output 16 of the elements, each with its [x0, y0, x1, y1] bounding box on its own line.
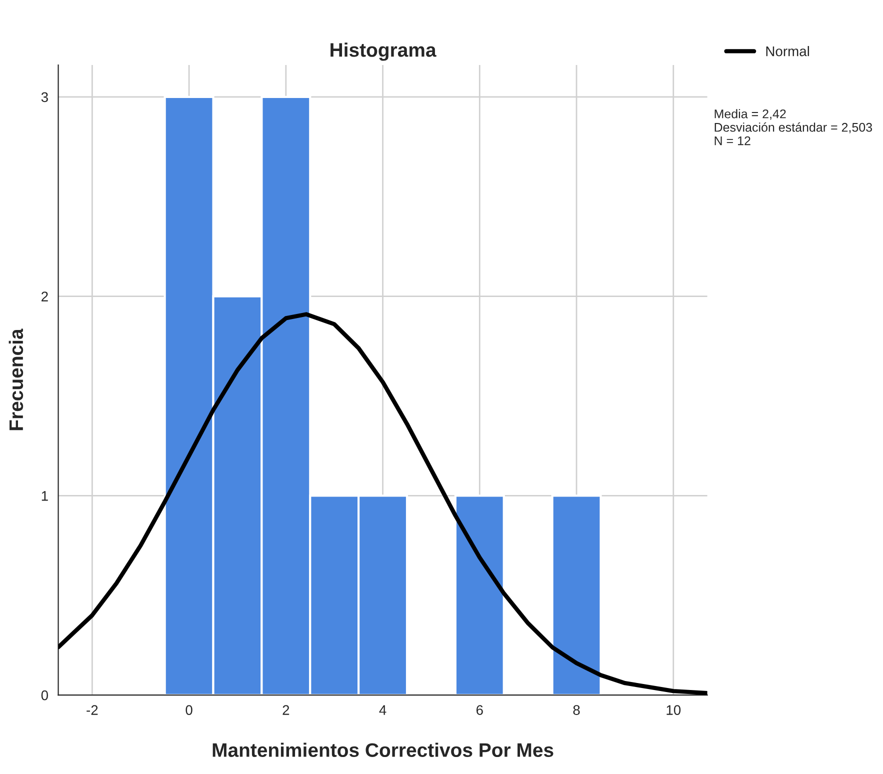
- chart-title: Histograma: [330, 42, 436, 61]
- y-axis-title: Frecuencia: [8, 328, 24, 430]
- y-tick-label: 1: [42, 491, 48, 501]
- x-tick-label: 8: [573, 705, 580, 715]
- y-tick-label: 2: [42, 292, 48, 302]
- x-tick-label: -2: [86, 705, 98, 715]
- x-axis-title: Mantenimientos Correctivos Por Mes: [212, 742, 554, 758]
- y-tick-label: 3: [41, 92, 48, 102]
- x-tick-label: 10: [666, 705, 681, 715]
- y-tick-label: 0: [41, 690, 48, 700]
- x-tick-label: 2: [282, 705, 290, 715]
- legend-label: Normal: [766, 46, 809, 56]
- x-tick-label: 4: [379, 705, 386, 715]
- x-tick-label: 0: [186, 705, 192, 715]
- text: Media = 2,42 Desviación estándar = 2,503 N = 12: [714, 109, 872, 146]
- x-tick-label: 6: [476, 705, 483, 715]
